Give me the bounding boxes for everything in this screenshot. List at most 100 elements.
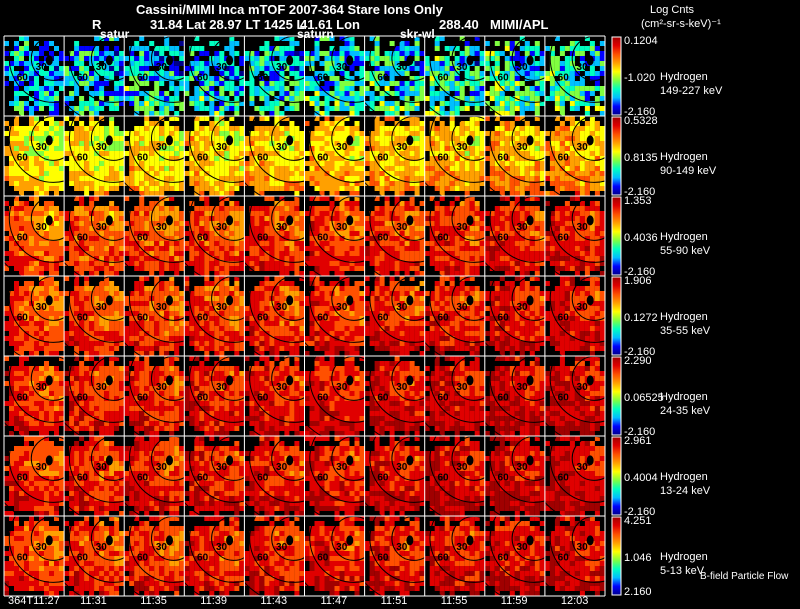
heatmap-cell [74, 211, 80, 216]
heatmap-cell [594, 61, 600, 66]
heatmap-cell [209, 156, 215, 161]
heatmap-cell [149, 151, 155, 156]
heatmap-cell [199, 196, 205, 201]
heatmap-cell [479, 256, 485, 261]
heatmap-cell [44, 236, 49, 241]
heatmap-cell [499, 206, 505, 211]
heatmap-cell [594, 171, 600, 176]
heatmap-cell [544, 76, 550, 81]
heatmap-cell [99, 241, 105, 246]
heatmap-cell [399, 96, 405, 101]
heatmap-cell [339, 246, 345, 251]
heatmap-cell [264, 96, 270, 101]
heatmap-cell [214, 206, 220, 211]
heatmap-cell [459, 91, 465, 96]
heatmap-cell [439, 206, 445, 211]
heatmap-cell [24, 186, 29, 191]
heatmap-cell [464, 51, 470, 56]
heatmap-cell [334, 86, 340, 91]
heatmap-cell [524, 171, 530, 176]
heatmap-cell [109, 241, 115, 246]
heatmap-cell [279, 86, 285, 91]
heatmap-cell [504, 176, 510, 181]
heatmap-cell [504, 216, 510, 221]
heatmap-cell [34, 161, 39, 166]
heatmap-cell [239, 126, 245, 131]
heatmap-cell [564, 96, 570, 101]
heatmap-cell [504, 196, 510, 201]
heatmap-cell [399, 146, 405, 151]
heatmap-cell [519, 91, 525, 96]
heatmap-cell [514, 266, 520, 271]
heatmap-cell [394, 81, 400, 86]
heatmap-cell [414, 116, 420, 121]
heatmap-cell [159, 176, 165, 181]
heatmap-cell [249, 256, 255, 261]
heatmap-cell [214, 91, 220, 96]
heatmap-cell [454, 266, 460, 271]
heatmap-cell [204, 216, 210, 221]
heatmap-cell [454, 211, 460, 216]
heatmap-cell [249, 166, 255, 171]
heatmap-cell [349, 226, 355, 231]
heatmap-cell [249, 216, 255, 221]
heatmap-cell [114, 236, 120, 241]
heatmap-cell [294, 266, 300, 271]
heatmap-cell [29, 66, 34, 71]
heatmap-cell [269, 111, 275, 116]
heatmap-cell [359, 96, 365, 101]
heatmap-cell [99, 51, 105, 56]
heatmap-cell [454, 256, 460, 261]
heatmap-cell [469, 201, 475, 206]
heatmap-cell [354, 246, 360, 251]
heatmap-cell [404, 246, 410, 251]
heatmap-cell [144, 156, 150, 161]
heatmap-cell [109, 76, 115, 81]
heatmap-cell [159, 241, 165, 246]
heatmap-cell [394, 161, 400, 166]
heatmap-cell [74, 86, 80, 91]
heatmap-cell [134, 241, 140, 246]
heatmap-cell [429, 256, 435, 261]
heatmap-cell [69, 96, 75, 101]
heatmap-cell [69, 216, 75, 221]
heatmap-cell [349, 176, 355, 181]
heatmap-cell [399, 81, 405, 86]
heatmap-cell [279, 76, 285, 81]
heatmap-cell [49, 81, 54, 86]
heatmap-cell [339, 171, 345, 176]
heatmap-cell [194, 156, 200, 161]
heatmap-cell [104, 176, 110, 181]
heatmap-cell [594, 101, 600, 106]
heatmap-cell [234, 226, 240, 231]
heatmap-cell [414, 41, 420, 46]
heatmap-cell [264, 131, 270, 136]
heatmap-cell [89, 106, 95, 111]
heatmap-cell [344, 146, 350, 151]
heatmap-cell [464, 196, 470, 201]
heatmap-cell [139, 251, 145, 256]
heatmap-cell [419, 176, 425, 181]
heatmap-cell [284, 171, 290, 176]
heatmap-cell [239, 251, 245, 256]
heatmap-cell [314, 171, 320, 176]
heatmap-cell [74, 266, 80, 271]
heatmap-cell [164, 126, 170, 131]
heatmap-cell [259, 186, 265, 191]
heatmap-cell [364, 101, 370, 106]
heatmap-cell [534, 101, 540, 106]
heatmap-cell [239, 221, 245, 226]
heatmap-cell [284, 226, 290, 231]
heatmap-cell [134, 141, 140, 146]
heatmap-cell [589, 151, 595, 156]
heatmap-cell [159, 236, 165, 241]
heatmap-cell [354, 136, 360, 141]
heatmap-cell [44, 181, 49, 186]
heatmap-cell [314, 226, 320, 231]
heatmap-cell [109, 166, 115, 171]
heatmap-cell [539, 171, 545, 176]
heatmap-cell [559, 101, 565, 106]
